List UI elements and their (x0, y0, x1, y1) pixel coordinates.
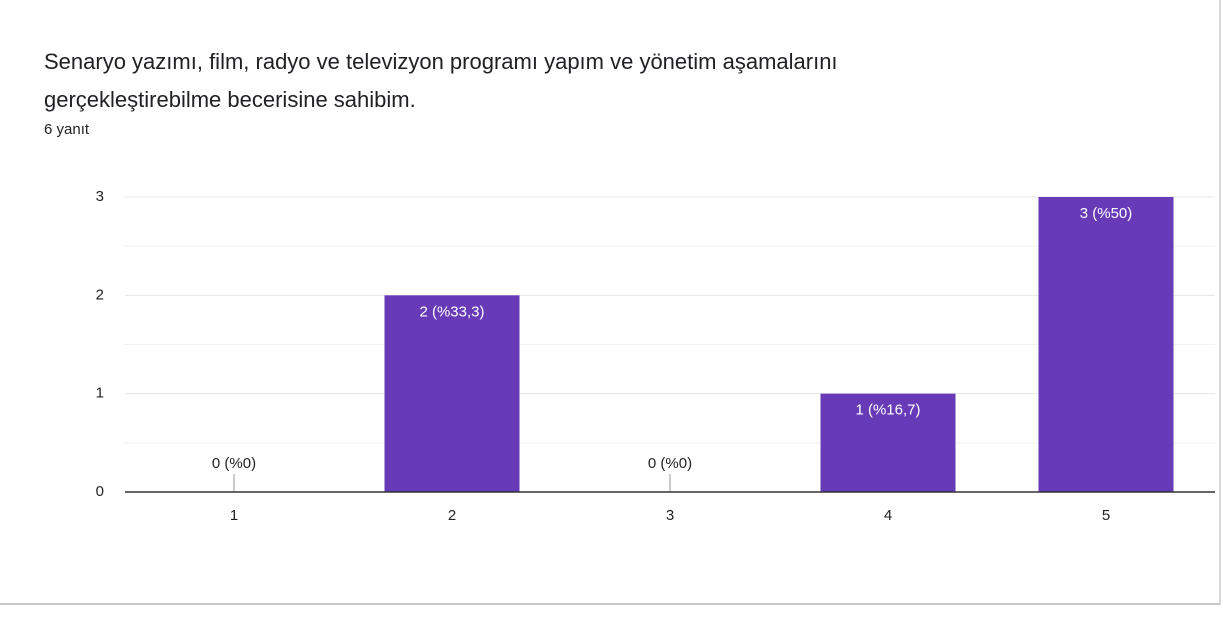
chart-title: Senaryo yazımı, film, radyo ve televizyo… (44, 49, 838, 112)
bar (384, 295, 520, 492)
y-tick-label: 3 (96, 188, 104, 205)
x-tick-label: 3 (666, 507, 674, 524)
bar (820, 393, 956, 492)
value-label: 1 (%16,7) (855, 402, 920, 419)
chart: 0 1 2 3 1 0 (%0) 2 2 (%33,3) 3 0 (%0) 4 1 (%16,7) 5 3… (96, 188, 1215, 524)
value-label: 3 (%50) (1080, 205, 1133, 222)
bar (1038, 197, 1174, 492)
x-tick-label: 5 (1102, 507, 1110, 524)
y-tick-label: 2 (96, 286, 104, 303)
value-label: 2 (%33,3) (419, 303, 484, 320)
x-tick-label: 4 (884, 507, 892, 524)
card: Senaryo yazımı, film, radyo ve televizyo… (0, 0, 1221, 605)
value-label: 0 (%0) (648, 455, 692, 472)
x-tick-label: 1 (230, 507, 238, 524)
value-label: 0 (%0) (212, 455, 256, 472)
x-tick-label: 2 (448, 507, 456, 524)
y-tick-label: 1 (96, 385, 104, 402)
chart-subtitle: 6 yanıt (44, 121, 90, 138)
y-tick-label: 0 (96, 483, 104, 500)
